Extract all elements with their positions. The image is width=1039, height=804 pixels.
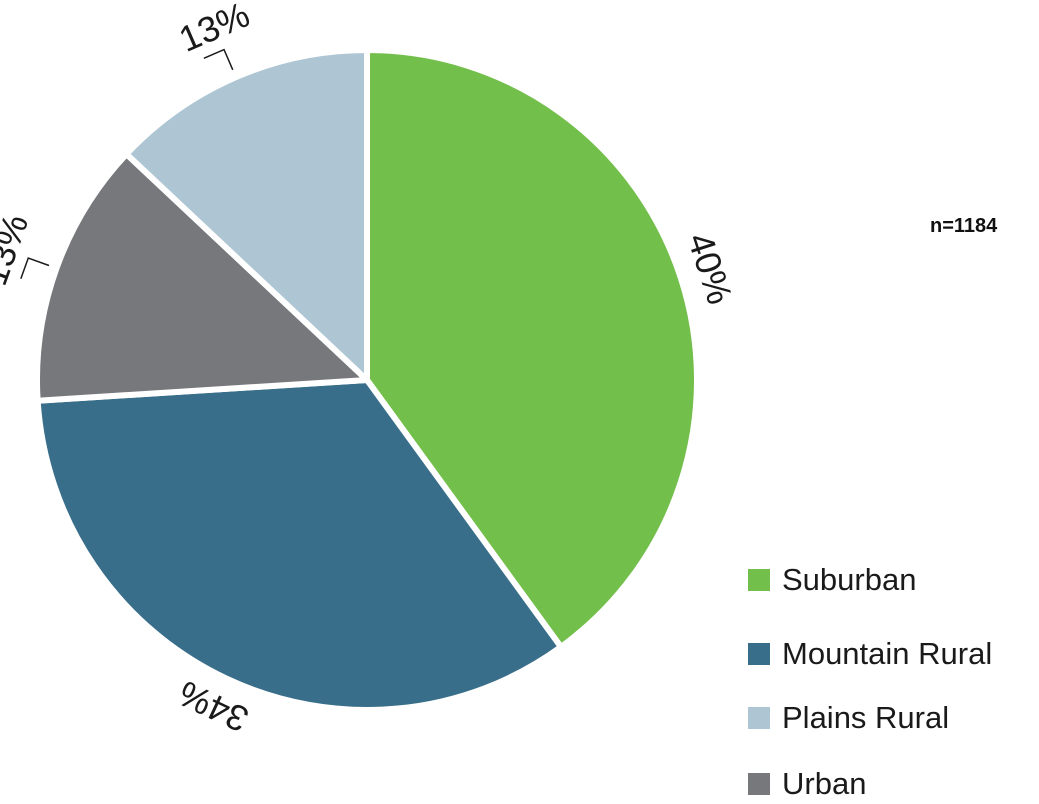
- legend-swatch-mountain-rural: [748, 643, 770, 665]
- legend-swatch-plains-rural: [748, 707, 770, 729]
- pie-leader-plains-rural: [203, 48, 234, 71]
- pie-slice-suburban: [364, 47, 700, 650]
- sample-size-label: n=1184: [930, 215, 998, 237]
- pie-slices: [34, 47, 700, 713]
- legend-item-plains-rural: Plains Rural: [748, 698, 1038, 738]
- legend-item-suburban: Suburban: [748, 560, 1038, 600]
- pie-label-urban: 13%: [0, 209, 36, 291]
- pie-leader-urban: [20, 257, 50, 280]
- legend-label-mountain-rural: Mountain Rural: [782, 636, 993, 671]
- pie-label-plains-rural: 13%: [173, 0, 255, 60]
- pie-slice-mountain-rural: [34, 377, 564, 713]
- legend-label-plains-rural: Plains Rural: [782, 700, 950, 735]
- legend-label-urban: Urban: [782, 766, 867, 801]
- legend-item-mountain-rural: Mountain Rural: [748, 634, 1038, 674]
- legend-label-suburban: Suburban: [782, 562, 917, 597]
- legend-swatch-suburban: [748, 569, 770, 591]
- pie-slice-plains-rural: [123, 47, 370, 383]
- legend-swatch-urban: [748, 773, 770, 795]
- pie-slice-urban: [34, 151, 370, 404]
- legend-item-urban: Urban: [748, 764, 1038, 804]
